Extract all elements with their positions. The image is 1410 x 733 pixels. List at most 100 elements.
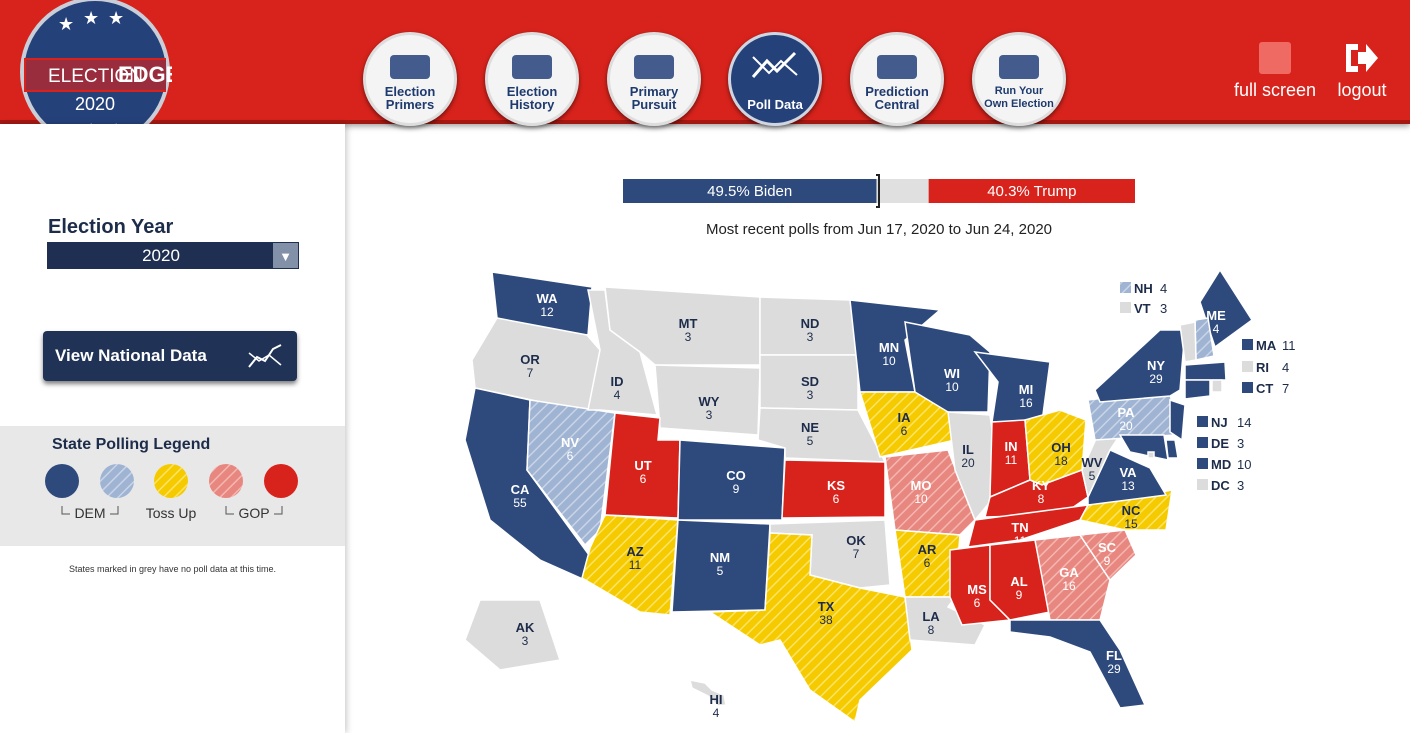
state-votes: 6 (901, 424, 908, 438)
state-votes: 3 (1237, 436, 1244, 451)
state-votes: 3 (1160, 301, 1167, 316)
state-abbr: WV (1082, 455, 1103, 470)
state-votes: 4 (1213, 322, 1220, 336)
state-votes: 3 (807, 330, 814, 344)
legend-title: State Polling Legend (52, 436, 211, 453)
nav-button[interactable]: Prediction Central (850, 32, 944, 126)
state (688, 679, 727, 707)
legend: State Polling Legend DEM Toss Up GOP (0, 426, 345, 546)
state-votes: 4 (614, 388, 621, 402)
state-abbr: KS (827, 478, 845, 493)
callout-swatch (1197, 458, 1208, 469)
state-votes: 9 (1016, 588, 1023, 602)
state (1184, 361, 1227, 381)
state-votes: 7 (1282, 381, 1289, 396)
state-votes: 5 (807, 434, 814, 448)
nav-label: Poll Data (747, 97, 803, 112)
state (1094, 329, 1186, 403)
state-votes: 29 (1149, 372, 1163, 386)
state-abbr: WA (537, 291, 559, 306)
state-abbr: AL (1010, 574, 1027, 589)
state-abbr: MN (879, 340, 899, 355)
state-abbr: NM (710, 550, 730, 565)
state-abbr: WY (699, 394, 720, 409)
state-votes: 4 (713, 706, 720, 720)
state-votes: 11 (629, 558, 642, 572)
state-abbr: DE (1211, 436, 1229, 451)
state-abbr: UT (634, 458, 651, 473)
trump-label: 40.3% Trump (987, 183, 1076, 200)
state-votes: 15 (1124, 517, 1138, 531)
state-votes: 9 (733, 482, 740, 496)
state-votes: 6 (640, 472, 647, 486)
state-abbr: NV (561, 435, 579, 450)
state-abbr: NE (801, 420, 819, 435)
year-label: Election Year (48, 216, 174, 238)
state-abbr: NJ (1211, 415, 1228, 430)
state-votes: 4 (1282, 360, 1289, 375)
header: ELECTION EDGE 2020 ★★★★★★ Election Prime… (0, 0, 1410, 147)
callout-swatch (1242, 382, 1253, 393)
callout-swatch (1197, 437, 1208, 448)
state-abbr: NH (1134, 281, 1153, 296)
state-votes: 10 (945, 380, 959, 394)
logout-button[interactable]: logout (1330, 42, 1394, 101)
state-abbr: CA (511, 482, 530, 497)
state-votes: 11 (1282, 338, 1296, 353)
state-abbr: OR (520, 352, 540, 367)
svg-text:★: ★ (58, 14, 74, 34)
legend-swatches: DEM Toss Up GOP (45, 464, 298, 521)
state-abbr: MI (1019, 382, 1033, 397)
state-abbr: CO (726, 468, 746, 483)
svg-text:★: ★ (108, 8, 124, 28)
state-votes: 38 (819, 613, 833, 627)
state-votes: 14 (1237, 415, 1251, 430)
state-votes: 18 (1054, 454, 1068, 468)
state-abbr: MO (911, 478, 932, 493)
state-votes: 4 (1160, 281, 1167, 296)
year-select[interactable]: 2020 ▼ (47, 242, 299, 269)
state-abbr: SC (1098, 540, 1117, 555)
state-votes: 3 (522, 634, 529, 648)
state (904, 321, 991, 413)
state-abbr: LA (922, 609, 940, 624)
state-votes: 5 (717, 564, 724, 578)
state-abbr: RI (1256, 360, 1269, 375)
state-votes: 11 (1005, 453, 1018, 467)
state-abbr: IA (898, 410, 912, 425)
state (1009, 619, 1147, 709)
nav-label: Primary Pursuit (629, 84, 679, 112)
state-abbr: TN (1011, 520, 1028, 535)
callout-swatch (1120, 302, 1131, 313)
state-abbr: KY (1032, 478, 1050, 493)
state-abbr: AZ (626, 544, 643, 559)
national-data-button[interactable]: View National Data (43, 331, 297, 381)
state-votes: 3 (706, 408, 713, 422)
state-abbr: MT (679, 316, 698, 331)
nav-button[interactable]: Primary Pursuit (607, 32, 701, 126)
nav-button[interactable]: Election Primers (363, 32, 457, 126)
state-abbr: ND (801, 316, 820, 331)
state-abbr: IL (962, 442, 974, 457)
sidebar: Election Year 2020 ▼ View National Data … (0, 124, 345, 733)
state-abbr: FL (1106, 648, 1122, 663)
nav-label: Run Your Own Election (984, 85, 1054, 110)
fullscreen-button[interactable]: full screen (1230, 42, 1320, 101)
nav-button[interactable]: Run Your Own Election (972, 32, 1066, 126)
state (1034, 534, 1111, 621)
state-abbr: SD (801, 374, 819, 389)
state-abbr: CT (1256, 381, 1273, 396)
note: States marked in grey have no poll data … (68, 564, 277, 574)
callout-swatch (1120, 282, 1131, 293)
state-votes: 6 (567, 449, 574, 463)
state (966, 504, 1090, 548)
state-abbr: HI (710, 692, 723, 707)
midpoint-marker (876, 174, 880, 208)
nav-button[interactable]: Election History (485, 32, 579, 126)
nav-button[interactable]: Poll Data (728, 32, 822, 126)
state-abbr: VA (1119, 465, 1137, 480)
state-abbr: ME (1206, 308, 1226, 323)
state-abbr: ID (611, 374, 624, 389)
state-votes: 5 (1089, 469, 1096, 483)
